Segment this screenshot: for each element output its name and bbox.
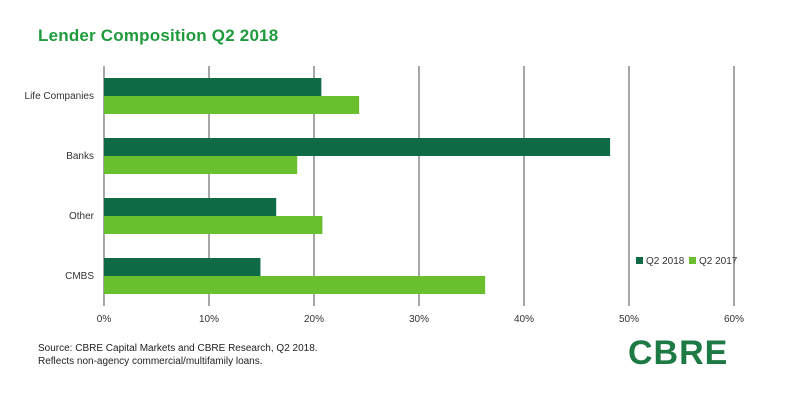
category-label: Banks [66,151,94,162]
category-label: Other [69,211,95,222]
legend: Q2 2018 Q2 2017 [636,256,738,267]
legend-swatch [636,257,643,264]
category-labels: Life Companies Banks Other CMBS [25,91,95,282]
x-tick-label: 0% [97,314,112,325]
x-tick-label: 40% [514,314,534,325]
legend-label: Q2 2017 [699,256,738,267]
cbre-logo: CBRE [628,334,729,372]
x-tick-label: 50% [619,314,639,325]
x-tick-label: 60% [724,314,744,325]
bar-q2-2017 [104,276,486,294]
chart-title: Lender Composition Q2 2018 [38,26,279,45]
source-line-2: Reflects non-agency commercial/multifami… [38,356,263,367]
source-note: Source: CBRE Capital Markets and CBRE Re… [38,342,318,368]
bar-q2-2018 [104,78,322,96]
source-line-1: Source: CBRE Capital Markets and CBRE Re… [38,343,318,354]
bar-q2-2018 [104,198,277,216]
category-label: Life Companies [25,91,94,102]
bar-q2-2017 [104,96,360,114]
bar-q2-2018 [104,258,261,276]
x-tick-label: 20% [304,314,324,325]
legend-swatch [689,257,696,264]
bar-q2-2018 [104,138,611,156]
x-tick-label: 30% [409,314,429,325]
category-label: CMBS [65,271,94,282]
bar-q2-2017 [104,216,323,234]
bar-q2-2017 [104,156,298,174]
legend-label: Q2 2018 [646,256,685,267]
x-tick-label: 10% [199,314,219,325]
bars [104,78,611,294]
x-axis-tick-labels: 0% 10% 20% 30% 40% 50% 60% [97,314,744,325]
